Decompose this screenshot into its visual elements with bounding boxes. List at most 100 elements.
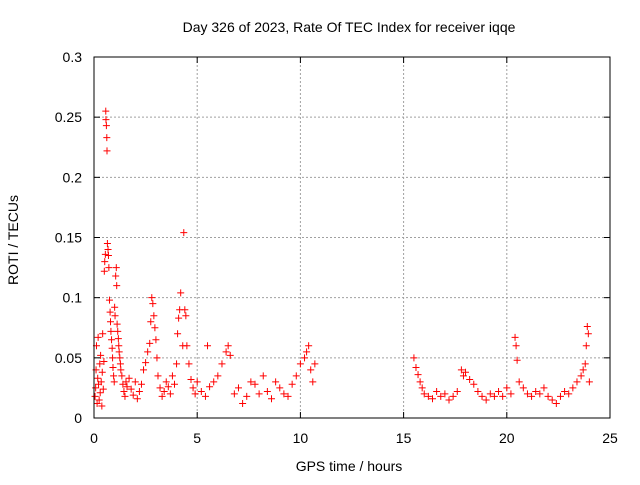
data-point-marker <box>118 372 126 380</box>
data-point-marker <box>116 360 124 368</box>
data-point-marker <box>305 342 313 350</box>
data-point-marker <box>123 383 131 391</box>
data-point-marker <box>230 390 238 398</box>
data-point-marker <box>222 348 230 356</box>
grid-lines <box>94 57 610 418</box>
data-point-marker <box>511 333 519 341</box>
data-point-marker <box>499 392 507 400</box>
data-point-marker <box>170 380 178 388</box>
data-point-marker <box>113 282 121 290</box>
data-point-marker <box>288 380 296 388</box>
data-point-marker <box>433 388 441 396</box>
data-point-marker <box>104 246 112 254</box>
data-point-marker <box>441 390 449 398</box>
data-point-marker <box>466 375 474 383</box>
data-point-marker <box>307 366 315 374</box>
data-point-marker <box>149 300 157 308</box>
data-point-marker <box>98 368 106 376</box>
data-point-marker <box>101 250 109 258</box>
data-point-marker <box>150 312 158 320</box>
data-point-marker <box>507 390 515 398</box>
data-point-marker <box>185 360 193 368</box>
data-point-marker <box>462 368 470 376</box>
data-point-marker <box>103 147 111 155</box>
x-axis-label: GPS time / hours <box>296 458 403 474</box>
data-point-marker <box>301 354 309 362</box>
data-point-marker <box>201 392 209 400</box>
data-point-marker <box>204 342 212 350</box>
data-point-marker <box>519 384 527 392</box>
data-point-marker <box>116 354 124 362</box>
data-point-marker <box>565 390 573 398</box>
data-point-marker <box>182 312 190 320</box>
data-point-marker <box>296 360 304 368</box>
data-point-marker <box>544 392 552 400</box>
data-point-marker <box>173 360 181 368</box>
data-point-marker <box>218 360 226 368</box>
data-point-marker <box>495 388 503 396</box>
data-point-marker <box>311 360 319 368</box>
y-tick-label: 0.1 <box>63 290 83 306</box>
data-point-marker <box>127 385 135 393</box>
data-point-marker <box>180 229 188 237</box>
data-point-marker <box>410 354 418 362</box>
data-point-marker <box>540 384 548 392</box>
data-point-marker <box>175 314 183 322</box>
data-point-marker <box>112 264 120 272</box>
x-tick-label: 10 <box>293 430 309 446</box>
data-point-marker <box>224 342 232 350</box>
data-point-marker <box>93 400 101 408</box>
data-point-marker <box>105 264 113 272</box>
data-point-marker <box>548 396 556 404</box>
data-point-marker <box>255 390 263 398</box>
data-point-marker <box>166 390 174 398</box>
data-point-marker <box>486 390 494 398</box>
data-point-marker <box>243 392 251 400</box>
data-point-marker <box>581 360 589 368</box>
data-point-marker <box>420 390 428 398</box>
data-point-marker <box>147 318 155 326</box>
data-point-marker <box>247 378 255 386</box>
data-point-marker <box>111 303 119 311</box>
data-point-marker <box>579 366 587 374</box>
data-point-marker <box>457 366 465 374</box>
data-point-marker <box>585 378 593 386</box>
data-point-marker <box>112 272 120 280</box>
data-point-marker <box>189 384 197 392</box>
data-point-marker <box>582 342 590 350</box>
data-point-marker <box>428 395 436 403</box>
data-point-marker <box>110 378 118 386</box>
data-point-marker <box>276 384 284 392</box>
data-point-marker <box>552 400 560 408</box>
data-point-marker <box>251 380 259 388</box>
data-point-marker <box>111 312 119 320</box>
data-point-marker <box>95 396 103 404</box>
data-point-marker <box>156 384 164 392</box>
data-point-marker <box>573 378 581 386</box>
y-tick-label: 0.05 <box>55 350 82 366</box>
data-point-marker <box>99 385 107 393</box>
data-point-marker <box>153 354 161 362</box>
x-tick-label: 5 <box>193 430 201 446</box>
data-point-marker <box>482 396 490 404</box>
data-point-marker <box>108 344 116 352</box>
data-point-marker <box>102 122 110 130</box>
x-tick-label: 20 <box>499 430 515 446</box>
data-point-marker <box>122 378 130 386</box>
data-point-marker <box>263 388 271 396</box>
data-point-marker <box>133 395 141 403</box>
data-point-marker <box>503 384 511 392</box>
data-point-marker <box>449 392 457 400</box>
data-point-marker <box>470 380 478 388</box>
data-point-marker <box>154 372 162 380</box>
data-point-marker <box>160 388 168 396</box>
x-tick-label: 15 <box>396 430 412 446</box>
data-point-marker <box>234 384 242 392</box>
data-point-marker <box>98 402 106 410</box>
data-point-marker <box>183 342 191 350</box>
data-point-marker <box>210 378 218 386</box>
data-point-marker <box>99 330 107 338</box>
data-point-marker <box>107 327 115 335</box>
data-point-marker <box>292 372 300 380</box>
